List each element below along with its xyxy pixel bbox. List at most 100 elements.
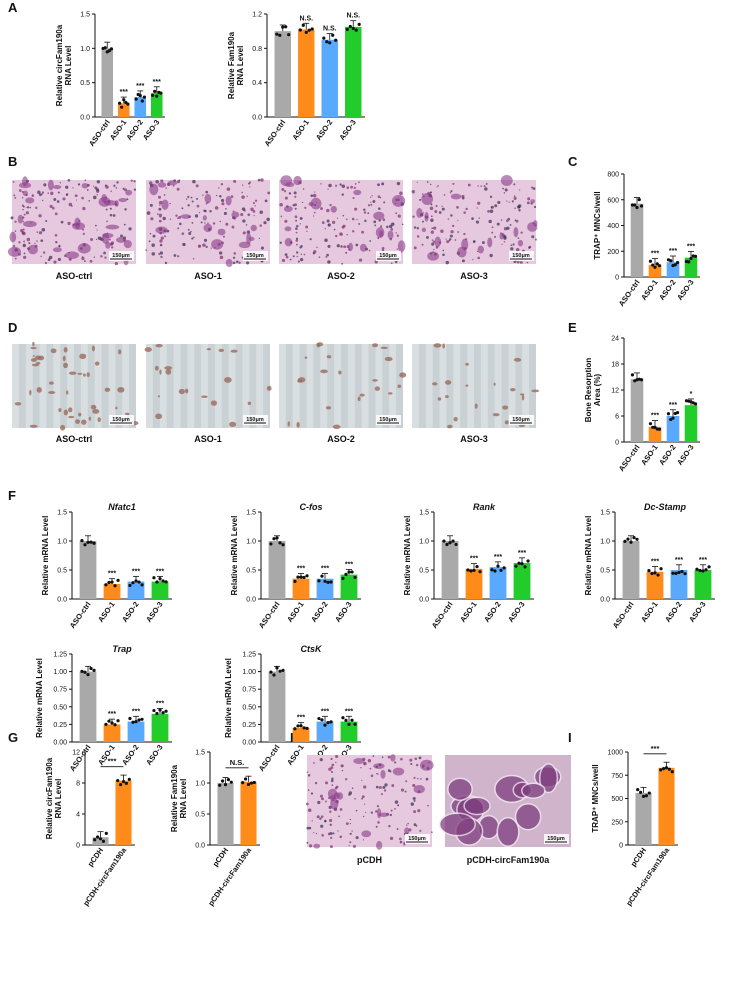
stain-dot — [431, 831, 433, 833]
stain-dot — [333, 228, 336, 231]
y-tick-label: 0 — [615, 275, 619, 282]
data-point — [301, 23, 305, 27]
stain-dot — [53, 197, 57, 201]
stain-dot — [100, 255, 103, 258]
stain-dot — [58, 244, 61, 248]
stain-dot — [293, 191, 297, 195]
x-tick-label: pCDH-circFam190a — [624, 845, 671, 907]
bar — [268, 671, 286, 742]
resorption-pit — [36, 387, 42, 393]
resorption-pit — [266, 385, 272, 391]
cell-cluster — [310, 197, 322, 210]
stain-dot — [418, 756, 422, 760]
stain-dot — [435, 204, 438, 208]
data-point — [662, 767, 666, 771]
data-point — [302, 575, 306, 580]
bar — [670, 570, 688, 599]
stain-dot — [84, 179, 87, 182]
stain-dot — [330, 766, 334, 770]
resorption-pit — [338, 370, 342, 375]
y-tick-label: 0.5 — [419, 568, 429, 575]
stain-dot — [397, 804, 400, 807]
stain-dot — [203, 209, 206, 212]
y-axis-label: RNA Level — [179, 779, 188, 819]
y-tick-label: 1000 — [607, 750, 623, 757]
data-point — [445, 542, 449, 547]
data-point — [669, 259, 673, 263]
stain-dot — [352, 230, 355, 233]
stain-dot — [433, 248, 435, 251]
data-point — [626, 537, 630, 541]
stain-dot — [420, 778, 422, 780]
stain-dot — [181, 232, 185, 235]
stain-dot — [513, 196, 517, 200]
stain-dot — [36, 231, 38, 233]
stain-dot — [320, 183, 322, 185]
data-point — [623, 539, 627, 543]
osteoclast-cell — [463, 796, 491, 816]
stain-dot — [415, 763, 419, 767]
stain-dot — [240, 212, 244, 217]
stain-dot — [370, 203, 373, 206]
resorption-pit — [154, 365, 159, 371]
resorption-pit — [118, 349, 122, 355]
x-tick-label: ASO-2 — [309, 600, 330, 624]
stain-dot — [349, 822, 351, 825]
data-point — [664, 766, 669, 770]
resorption-pit — [229, 421, 237, 427]
data-point — [320, 574, 324, 578]
bar — [217, 783, 234, 845]
stain-dot — [377, 183, 380, 187]
x-tick-label: ASO-ctrl — [68, 600, 93, 630]
stain-dot — [351, 830, 353, 832]
stain-dot — [82, 232, 85, 236]
stain-dot — [307, 774, 311, 777]
stain-dot — [214, 206, 219, 210]
stain-dot — [416, 235, 420, 238]
stain-dot — [506, 226, 510, 230]
bar — [340, 721, 358, 742]
cell-cluster — [53, 185, 62, 190]
y-axis-label: Relative Fam190a — [227, 31, 236, 99]
cell-cluster — [77, 243, 91, 254]
stain-dot — [160, 179, 164, 183]
y-tick-label: 0.5 — [246, 568, 256, 575]
stain-dot — [149, 232, 152, 235]
stain-dot — [467, 183, 471, 187]
y-tick-label: 200 — [607, 249, 619, 256]
texture-stripe — [187, 344, 195, 428]
stain-dot — [18, 241, 21, 244]
stain-dot — [116, 181, 119, 184]
y-tick-label: 0.25 — [53, 722, 67, 729]
stain-dot — [403, 843, 406, 846]
stain-dot — [68, 202, 73, 207]
stain-dot — [376, 773, 378, 775]
stain-dot — [43, 183, 47, 187]
stain-dot — [215, 194, 218, 197]
stain-dot — [450, 214, 453, 217]
bar — [648, 264, 662, 277]
cell-cluster — [284, 226, 292, 232]
x-tick-label: ASO-3 — [687, 600, 708, 624]
stain-dot — [329, 823, 332, 826]
data-point — [158, 708, 162, 712]
data-point — [641, 794, 646, 798]
stain-dot — [320, 207, 323, 210]
significance-label: N.S. — [323, 26, 337, 33]
stain-dot — [232, 261, 236, 265]
stain-dot — [523, 249, 525, 252]
data-point — [341, 576, 345, 580]
stain-dot — [302, 188, 305, 190]
stain-dot — [526, 261, 529, 264]
stain-dot — [494, 204, 498, 208]
stain-dot — [422, 220, 424, 223]
stain-dot — [332, 832, 335, 835]
stain-dot — [355, 243, 359, 247]
stain-dot — [476, 207, 478, 209]
stain-dot — [200, 221, 203, 224]
data-point — [633, 203, 637, 207]
y-tick-label: 6 — [615, 414, 619, 421]
chart-G1: 0 4 8 12 Relative circFam190a RNA Level pCDHpC… — [45, 750, 135, 907]
resorption-pit — [63, 362, 68, 369]
stain-dot — [177, 255, 180, 258]
